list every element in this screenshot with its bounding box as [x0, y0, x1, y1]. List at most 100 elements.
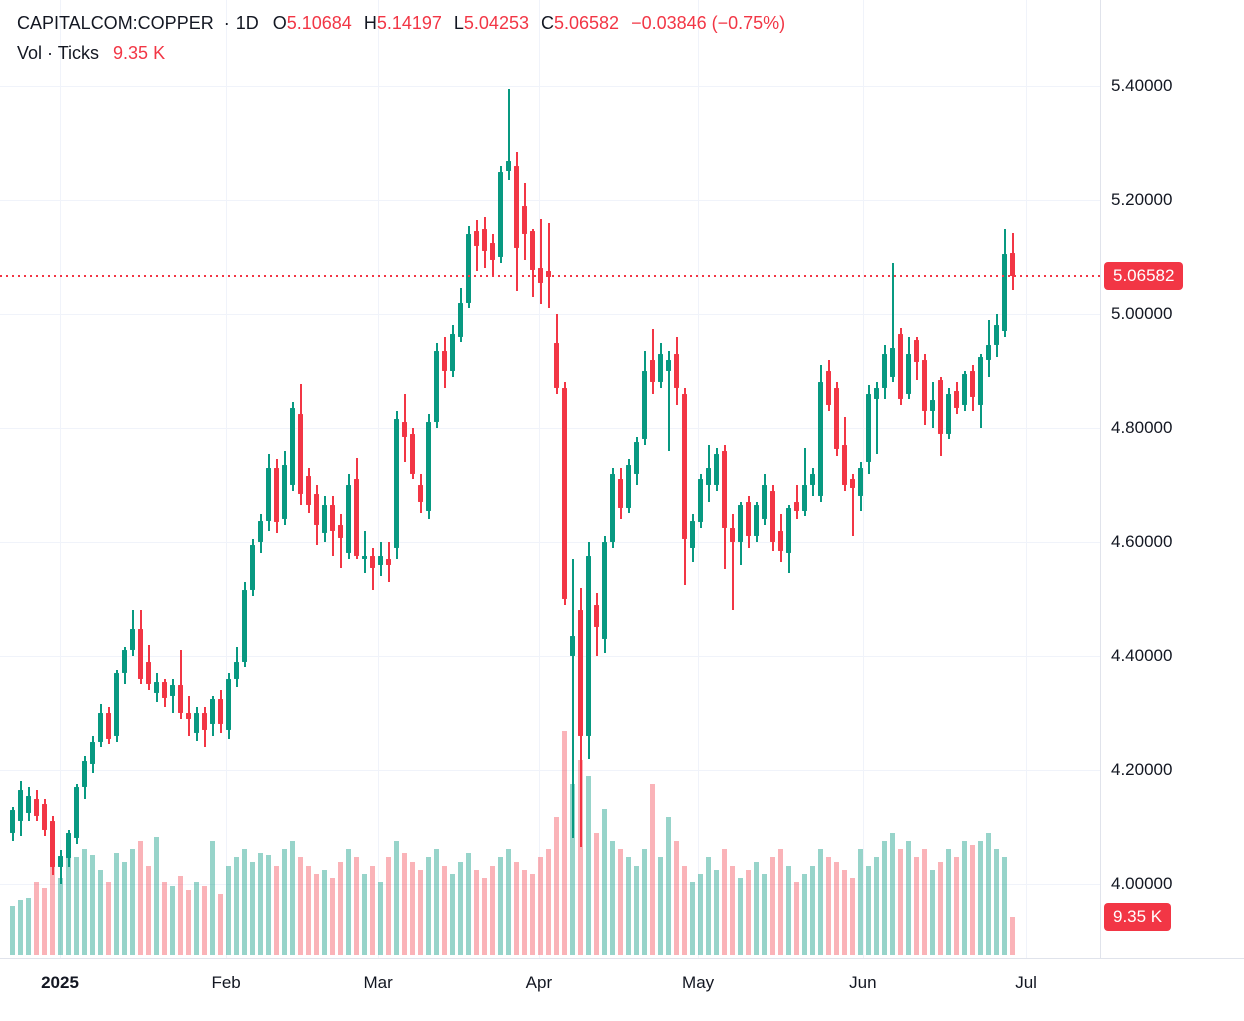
- volume-bar: [394, 841, 399, 955]
- volume-bar: [802, 873, 807, 955]
- candle-body: [338, 524, 343, 538]
- volume-bar: [250, 861, 255, 955]
- h-gridline: [0, 542, 1100, 543]
- candle-body: [986, 345, 991, 360]
- candle-body: [922, 359, 927, 411]
- volume-bar: [346, 849, 351, 955]
- candle-body: [90, 741, 95, 765]
- volume-bar: [338, 861, 343, 955]
- candle-body: [74, 787, 79, 839]
- volume-bar: [466, 853, 471, 955]
- volume-bar: [234, 857, 239, 955]
- current-price-badge: 5.06582: [1104, 262, 1184, 291]
- candle-body: [690, 520, 695, 548]
- current-price-line: [0, 275, 1100, 278]
- volume-indicator-title[interactable]: Vol · Ticks: [17, 43, 100, 63]
- candle-body: [970, 371, 975, 397]
- price-axis[interactable]: 5.06582 9.35 K 5.40000 5.20000 5.00000 4.80…: [1100, 0, 1244, 1020]
- volume-bar: [658, 857, 663, 955]
- candle-body: [562, 388, 567, 599]
- candle-body: [26, 795, 31, 813]
- candle-wick: [547, 222, 550, 309]
- price-axis-label: 4.00000: [1111, 874, 1173, 893]
- volume-bar: [922, 849, 927, 955]
- candle-wick: [539, 219, 542, 305]
- price-axis-label: 5.20000: [1111, 190, 1173, 209]
- volume-bar: [162, 881, 167, 955]
- volume-bar: [210, 841, 215, 955]
- volume-bar: [546, 849, 551, 955]
- candle-body: [322, 504, 327, 534]
- volume-bar: [106, 881, 111, 955]
- candle-body: [394, 419, 399, 548]
- candle-wick: [571, 559, 574, 839]
- volume-bar: [242, 849, 247, 955]
- candle-body: [642, 371, 647, 440]
- candle-body: [618, 479, 623, 508]
- time-axis-label: May: [682, 973, 715, 992]
- candle-body: [202, 713, 207, 731]
- volume-bar: [418, 869, 423, 955]
- candle-body: [890, 348, 895, 377]
- open-value: O5.10684: [272, 13, 352, 33]
- volume-bar: [490, 865, 495, 955]
- volume-bar: [386, 857, 391, 955]
- candle-body: [834, 388, 839, 449]
- candle-body: [210, 698, 215, 725]
- candle-body: [506, 161, 511, 172]
- volume-bar: [706, 857, 711, 955]
- candle-body: [466, 234, 471, 303]
- timeframe-label[interactable]: 1D: [235, 13, 259, 33]
- symbol-name[interactable]: CAPITALCOM:COPPER: [17, 13, 214, 33]
- candle-body: [530, 231, 535, 270]
- volume-bar: [722, 849, 727, 955]
- time-axis-label: Mar: [363, 973, 393, 992]
- candle-body: [50, 821, 55, 867]
- volume-bar: [594, 833, 599, 955]
- volume-bar: [354, 857, 359, 955]
- candle-wick: [339, 513, 342, 568]
- volume-bar: [218, 894, 223, 955]
- candle-body: [906, 353, 911, 394]
- candle-body: [362, 556, 367, 560]
- candle-wick: [171, 678, 174, 713]
- time-axis-label: 2025: [41, 973, 79, 992]
- candle-body: [794, 502, 799, 511]
- volume-bar: [610, 841, 615, 955]
- volume-bar: [826, 857, 831, 955]
- candle-wick: [803, 447, 806, 517]
- volume-bar: [82, 849, 87, 955]
- volume-bar: [170, 885, 175, 955]
- price-pane[interactable]: [0, 0, 1100, 958]
- candle-body: [346, 485, 351, 554]
- volume-bar: [498, 857, 503, 955]
- legend-volume-row: Vol · Ticks 9.35 K: [17, 38, 785, 68]
- volume-bar: [314, 873, 319, 955]
- legend-symbol-row: CAPITALCOM:COPPER · 1D O5.10684 H5.14197…: [17, 8, 785, 38]
- candle-body: [218, 698, 223, 725]
- candle-body: [18, 789, 23, 822]
- price-axis-label: 5.00000: [1111, 304, 1173, 323]
- candle-body: [706, 467, 711, 485]
- candle-wick: [371, 547, 374, 590]
- volume-bar: [946, 849, 951, 955]
- candle-body: [714, 453, 719, 485]
- candle-body: [666, 359, 671, 371]
- candle-body: [418, 485, 423, 503]
- candle-body: [186, 713, 191, 719]
- time-axis[interactable]: 2025 Feb Mar Apr May Jun Jul: [0, 958, 1244, 1021]
- candle-body: [194, 713, 199, 733]
- volume-bar: [482, 877, 487, 955]
- volume-bar: [738, 877, 743, 955]
- h-gridline: [0, 884, 1100, 885]
- v-gridline: [538, 0, 540, 958]
- time-axis-label: Jun: [849, 973, 877, 992]
- volume-bar: [74, 857, 79, 955]
- candle-body: [458, 302, 463, 337]
- volume-bar: [778, 849, 783, 955]
- volume-bar: [666, 816, 671, 955]
- h-gridline: [0, 428, 1100, 429]
- volume-bar: [266, 855, 271, 955]
- volume-bar: [690, 881, 695, 955]
